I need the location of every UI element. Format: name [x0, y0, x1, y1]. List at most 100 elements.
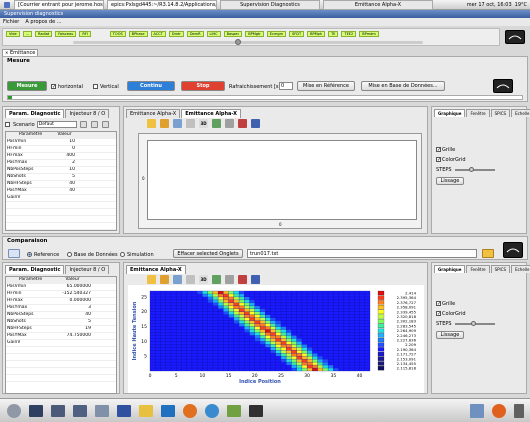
- tab-spics-2[interactable]: SPICS: [490, 265, 511, 273]
- status-chip[interactable]: TOOS: [109, 31, 126, 37]
- effacer-onglets-button[interactable]: Effacer selected Onglets: [173, 249, 243, 258]
- delete-icon[interactable]: [90, 121, 98, 128]
- grille-checkbox[interactable]: [436, 147, 441, 152]
- status-chip[interactable]: BPhase: [128, 31, 148, 37]
- dropdown-icon[interactable]: [79, 121, 87, 128]
- export-icon-2[interactable]: [238, 275, 247, 284]
- menu-fichier[interactable]: Fichier: [3, 19, 20, 25]
- param-value[interactable]: [54, 340, 92, 346]
- dock-mail-icon[interactable]: [161, 404, 175, 417]
- status-chip[interactable]: SFDT: [289, 31, 305, 37]
- 3d-icon-2[interactable]: 3D: [199, 275, 208, 284]
- status-chip[interactable]: BPMgtr: [245, 31, 264, 37]
- zoom-icon[interactable]: [173, 119, 182, 128]
- lissage-button-2[interactable]: Lissage: [436, 331, 464, 339]
- param-value[interactable]: 2: [72, 160, 75, 165]
- close-icon[interactable]: ✕: [5, 50, 9, 55]
- dock-music-icon[interactable]: [227, 404, 241, 417]
- file-input[interactable]: trun017.txt: [247, 249, 477, 258]
- chip-slider[interactable]: [73, 41, 423, 44]
- open-icon[interactable]: [147, 119, 156, 128]
- tab-injecteur-2[interactable]: Injecteur 8 / O: [65, 265, 110, 274]
- dock-fox-icon[interactable]: [492, 403, 506, 418]
- param-value[interactable]: 400: [66, 153, 75, 158]
- save-icon-2[interactable]: [160, 275, 169, 284]
- status-chip[interactable]: TEE2: [341, 31, 357, 37]
- status-chip[interactable]: LIHC: [206, 31, 221, 37]
- dock-users-icon[interactable]: [51, 404, 65, 417]
- print-icon[interactable]: [225, 119, 234, 128]
- horizontal-checkbox[interactable]: [51, 84, 56, 89]
- status-chip[interactable]: BPmdm: [359, 31, 379, 37]
- dock-terminal-icon[interactable]: [249, 404, 263, 417]
- param-value[interactable]: [54, 195, 76, 201]
- param-value[interactable]: 19: [85, 326, 91, 331]
- taskbar-tab-terminal[interactable]: epics:Pxlsgd445:~/R3.14.8.2/Applications…: [107, 0, 217, 10]
- param-row[interactable]: NbPosSteps 10: [6, 167, 116, 174]
- chart-icon[interactable]: [212, 119, 221, 128]
- status-chip[interactable]: Vide: [6, 31, 20, 37]
- list-icon[interactable]: [101, 121, 109, 128]
- status-chip[interactable]: ACCT: [150, 31, 166, 37]
- scenario-select[interactable]: Defaut: [36, 121, 77, 128]
- param-row[interactable]: PosYmax 3: [6, 305, 116, 312]
- logo-button[interactable]: [505, 30, 525, 44]
- colorgrid-checkbox-2[interactable]: [436, 311, 441, 316]
- param-value[interactable]: 3: [88, 305, 91, 310]
- folder-icon[interactable]: [482, 249, 494, 258]
- status-chip[interactable]: Ecmgm: [266, 31, 287, 37]
- param-value[interactable]: 0.000000: [69, 298, 91, 303]
- help-icon-2[interactable]: [251, 275, 260, 284]
- param-row[interactable]: HFmax 0.000000: [6, 298, 116, 305]
- bdd-radio[interactable]: [67, 252, 72, 257]
- stop-button[interactable]: Stop: [181, 81, 225, 91]
- vertical-checkbox[interactable]: [93, 84, 98, 89]
- open-icon-2[interactable]: [147, 275, 156, 284]
- param-row[interactable]: GainV: [6, 195, 116, 202]
- param-value[interactable]: 10: [69, 139, 75, 144]
- dock-screen-icon[interactable]: [29, 404, 43, 417]
- status-chip[interactable]: RFI: [79, 31, 91, 37]
- param-value[interactable]: 5: [88, 319, 91, 324]
- rafraichissement-spinner[interactable]: 0: [279, 82, 293, 90]
- tab-fenetre-2[interactable]: Fenêtre: [466, 265, 490, 273]
- dock-photo-icon[interactable]: [73, 404, 87, 417]
- status-chip[interactable]: Faisceau: [55, 31, 77, 37]
- param-value[interactable]: 40: [69, 181, 75, 186]
- param-row[interactable]: HFmin 0: [6, 146, 116, 153]
- help-icon[interactable]: [251, 119, 260, 128]
- param-row[interactable]: PosYmax 2: [6, 160, 116, 167]
- steps-slider[interactable]: [454, 167, 495, 172]
- tab-graphique-2[interactable]: Graphique: [434, 265, 466, 273]
- param-value[interactable]: 65.000000: [66, 284, 91, 289]
- zoom-icon-2[interactable]: [173, 275, 182, 284]
- dock-settings-icon[interactable]: [7, 403, 21, 418]
- param-row[interactable]: NbPosSteps 40: [6, 312, 116, 319]
- continu-button[interactable]: Continu: [127, 81, 175, 91]
- param-row[interactable]: NbHFSteps 40: [6, 181, 116, 188]
- chip-slider-thumb[interactable]: [235, 39, 241, 45]
- status-chip[interactable]: Baspec: [223, 31, 243, 37]
- status-chip[interactable]: ...: [22, 31, 33, 37]
- save-icon[interactable]: [160, 119, 169, 128]
- param-row[interactable]: NbShots 5: [6, 319, 116, 326]
- export-icon[interactable]: [238, 119, 247, 128]
- scenario-checkbox[interactable]: [5, 122, 10, 127]
- dock-app-icon[interactable]: [95, 404, 109, 417]
- wave-logo-button[interactable]: [493, 79, 513, 93]
- dock-browser-icon[interactable]: [183, 403, 197, 418]
- tab-param-diagnostic-2[interactable]: Param. Diagnostic: [5, 265, 65, 274]
- reference-radio[interactable]: [27, 252, 32, 257]
- dock-bin-icon[interactable]: [514, 403, 524, 418]
- dock-globe-icon[interactable]: [205, 403, 219, 418]
- chart-icon-2[interactable]: [212, 275, 221, 284]
- param-row[interactable]: PosYMax 74.750000: [6, 333, 116, 340]
- tab-injecteur[interactable]: Injecteur 8 / O: [65, 109, 110, 118]
- lissage-button[interactable]: Lissage: [436, 177, 464, 185]
- param-value[interactable]: 74.750000: [66, 333, 91, 338]
- status-chip[interactable]: BPMph: [307, 31, 326, 37]
- taskbar-tab-supervision[interactable]: Supervision Diagnostics: [220, 0, 320, 10]
- pan-icon[interactable]: [186, 119, 195, 128]
- param-value[interactable]: -152.540327: [62, 291, 91, 296]
